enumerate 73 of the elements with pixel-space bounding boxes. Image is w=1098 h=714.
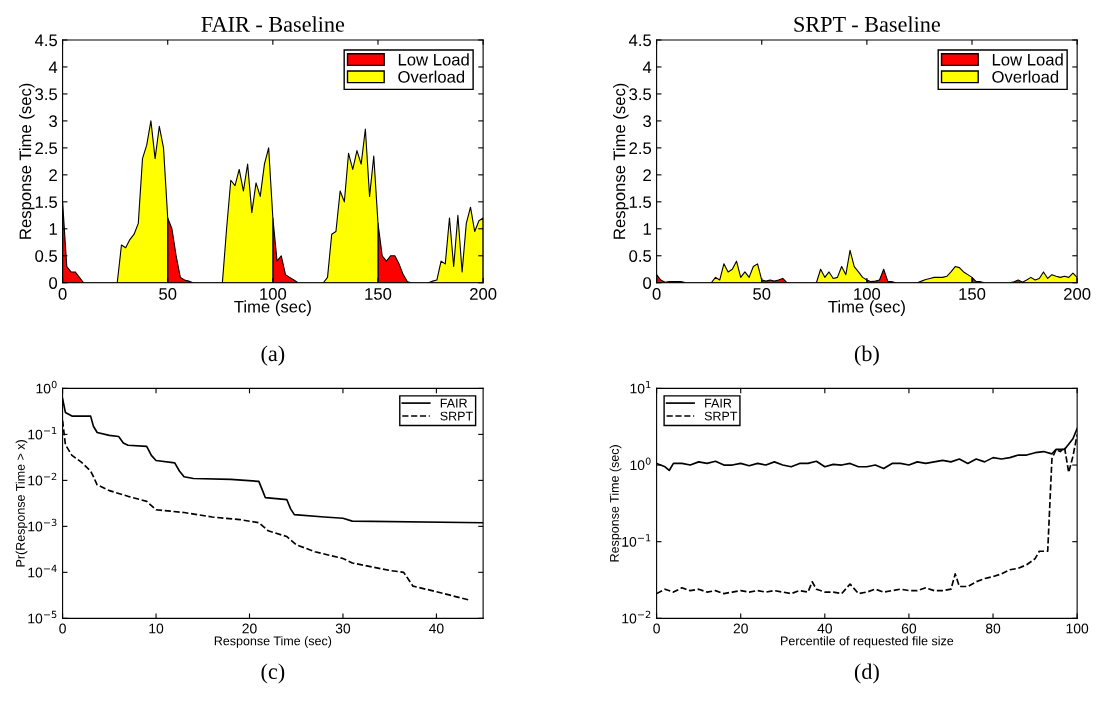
y-tick-label: 1 (49, 223, 57, 235)
chart-title: FAIR - Baseline (201, 16, 345, 32)
chart-title: SRPT - Baseline (794, 16, 940, 32)
y-tick-label: 10$^{−2}$ (622, 610, 651, 624)
y-tick-label: 3.5 (629, 88, 652, 101)
y-tick-label: 0 (643, 277, 652, 289)
y-tick-label: 10$^{0}$ (36, 380, 57, 394)
legend-label: FAIR (440, 398, 467, 408)
y-tick-label: 10$^{−1}$ (28, 426, 57, 440)
text: (a) (261, 345, 285, 366)
text: (b) (854, 345, 879, 366)
x-tick-label: 100 (854, 288, 881, 300)
x-tick-label: 30 (335, 623, 351, 634)
y-tick-label: 4.5 (34, 34, 58, 47)
y-axis-title: Response Time (sec) (19, 83, 35, 239)
y-tick-label: 0 (49, 277, 58, 289)
x-tick-label: 0 (652, 288, 661, 300)
x-tick-label: 50 (753, 288, 771, 300)
legend-label: Overload (398, 70, 465, 83)
y-tick-label: 2.5 (629, 142, 652, 155)
y-tick-label: 10$^{0}$ (630, 457, 651, 471)
x-tick-label: 40 (817, 623, 832, 634)
x-tick-label: 0 (58, 288, 67, 300)
x-tick-label: 80 (985, 623, 1001, 634)
y-tick-label: 4.5 (628, 34, 652, 47)
y-tick-label: 1.5 (629, 196, 652, 209)
y-tick-label: 4 (48, 61, 58, 73)
y-tick-label: 3.5 (35, 88, 58, 101)
x-tick-label: 20 (242, 623, 257, 634)
y-tick-label: 10$^{1}$ (630, 380, 651, 394)
y-axis-title: Response Time (sec) (609, 445, 622, 562)
legend-label: Overload (992, 70, 1059, 83)
y-tick-label: 2.5 (35, 142, 58, 155)
x-axis-title: Percentile of requested file size (781, 636, 954, 648)
x-tick-label: 200 (1064, 288, 1091, 300)
legend-label: SRPT (704, 411, 738, 421)
y-tick-label: 10$^{−2}$ (28, 472, 57, 486)
y-tick-label: 1 (643, 223, 651, 235)
y-tick-label: 4 (642, 61, 652, 73)
x-tick-label: 150 (365, 288, 392, 300)
y-axis-title: Response Time (sec) (613, 83, 629, 239)
x-tick-label: 100 (260, 288, 287, 300)
text: (d) (854, 663, 879, 684)
y-tick-label: 10$^{−1}$ (622, 534, 651, 547)
y-tick-label: 10$^{−4}$ (28, 564, 57, 578)
y-tick-label: 10$^{−5}$ (28, 610, 57, 624)
y-tick-label: 3 (643, 115, 652, 128)
legend-label: FAIR (705, 398, 732, 408)
x-tick-label: 200 (470, 288, 497, 300)
x-axis-title: Time (sec) (828, 300, 905, 316)
x-tick-label: 20 (733, 623, 748, 634)
x-tick-label: 150 (959, 288, 986, 300)
x-tick-label: 50 (159, 288, 177, 300)
y-axis-title: Pr(Response Time > x) (15, 440, 28, 567)
x-tick-label: 60 (901, 623, 917, 634)
x-axis-title: Time (sec) (234, 300, 311, 316)
legend-label: SRPT (440, 411, 473, 421)
y-tick-label: 3 (49, 115, 57, 128)
y-tick-label: 0.5 (35, 250, 58, 262)
x-tick-label: 0 (653, 623, 660, 634)
x-tick-label: 100 (1066, 623, 1089, 634)
text: (c) (261, 663, 285, 684)
y-tick-label: 2 (643, 169, 651, 181)
legend-label: Low Load (992, 53, 1063, 66)
y-tick-label: 2 (49, 169, 57, 181)
y-tick-label: 1.5 (35, 196, 58, 209)
x-tick-label: 0 (59, 623, 66, 634)
x-tick-label: 40 (428, 623, 444, 634)
legend-label: Low Load (398, 53, 469, 66)
y-tick-label: 10$^{−3}$ (28, 518, 57, 532)
y-tick-label: 0.5 (629, 250, 652, 262)
x-axis-title: Response Time (sec) (214, 636, 332, 648)
x-tick-label: 10 (149, 623, 164, 634)
